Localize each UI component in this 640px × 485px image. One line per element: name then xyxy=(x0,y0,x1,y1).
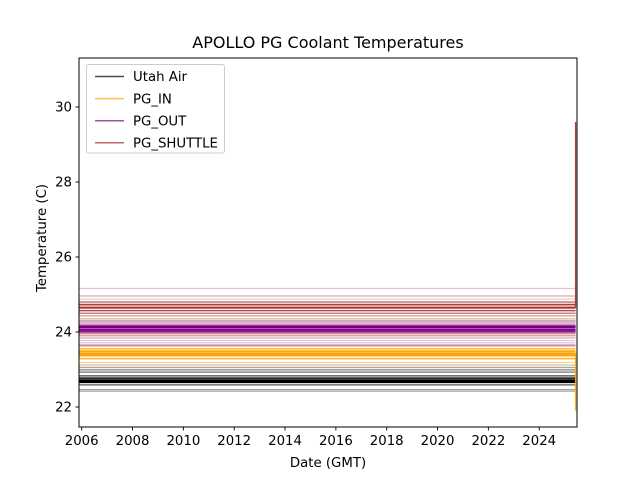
x-tick-label: 2010 xyxy=(166,434,200,449)
series-layer xyxy=(79,122,577,411)
x-tick-label: 2018 xyxy=(370,434,404,449)
x-tick-label: 2012 xyxy=(217,434,251,449)
chart-title: APOLLO PG Coolant Temperatures xyxy=(192,33,463,52)
x-tick-label: 2006 xyxy=(65,434,99,449)
x-tick-label: 2008 xyxy=(116,434,150,449)
x-tick-label: 2014 xyxy=(268,434,302,449)
legend-box xyxy=(86,64,225,154)
x-axis-label: Date (GMT) xyxy=(290,456,366,471)
y-tick-label: 28 xyxy=(55,176,72,191)
x-tick-label: 2022 xyxy=(471,434,505,449)
legend-label-utah-air: Utah Air xyxy=(133,70,188,85)
x-tick-label: 2024 xyxy=(522,434,556,449)
x-tick-label: 2020 xyxy=(421,434,455,449)
y-axis-label: Temperature (C) xyxy=(35,184,50,293)
y-tick-label: 26 xyxy=(55,251,72,266)
plot-border xyxy=(78,57,578,428)
x-tick-label: 2016 xyxy=(319,434,353,449)
y-tick-label: 30 xyxy=(55,101,72,116)
ticks-layer: 2006 2008 2010 2012 2014 2016 2018 2020 2022 2024… xyxy=(55,101,556,449)
y-tick-label: 22 xyxy=(55,401,72,416)
y-tick-label: 24 xyxy=(55,326,72,341)
legend: Utah Air PG_IN PG_OUT PG_SHUTTLE xyxy=(86,64,225,154)
legend-label-pg-shuttle: PG_SHUTTLE xyxy=(133,137,218,152)
legend-label-pg-out: PG_OUT xyxy=(133,114,187,129)
legend-label-pg-in: PG_IN xyxy=(133,92,172,107)
